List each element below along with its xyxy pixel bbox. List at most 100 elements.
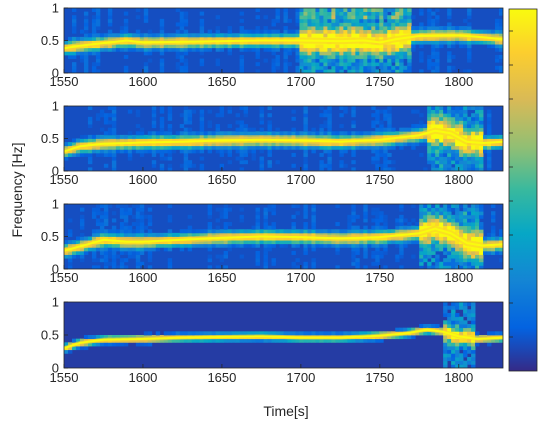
- heat-cell: [475, 120, 480, 125]
- heat-cell: [431, 65, 436, 70]
- heat-cell: [95, 229, 101, 234]
- heat-cell: [239, 44, 244, 49]
- heat-cell: [291, 47, 296, 52]
- heat-cell: [159, 163, 165, 168]
- heat-cell: [159, 127, 165, 132]
- heat-cell: [151, 36, 157, 41]
- heat-cell: [479, 40, 484, 45]
- heat-cell: [139, 342, 145, 347]
- heat-cell: [295, 145, 300, 150]
- heat-cell: [335, 44, 340, 49]
- heat-cell: [471, 302, 476, 307]
- x-axis-label: Time[s]: [263, 403, 308, 419]
- heat-cell: [95, 207, 101, 212]
- heat-cell: [363, 131, 368, 136]
- heat-cell: [307, 338, 312, 343]
- heat-cell: [115, 134, 121, 139]
- heat-cell: [199, 331, 205, 336]
- heat-cell: [479, 258, 484, 263]
- heat-cell: [163, 44, 169, 49]
- heat-cell: [347, 47, 352, 52]
- heat-cell: [371, 254, 376, 259]
- heat-cell: [91, 15, 97, 20]
- heat-cell: [251, 225, 256, 230]
- heat-cell: [279, 33, 284, 38]
- heat-cell: [387, 62, 392, 67]
- heat-cell: [443, 207, 448, 212]
- heat-cell: [375, 258, 380, 263]
- heat-cell: [387, 15, 392, 20]
- heat-cell: [147, 222, 153, 227]
- heat-cell: [227, 47, 233, 52]
- heat-cell: [151, 145, 157, 150]
- heat-cell: [475, 225, 480, 230]
- heat-cell: [187, 113, 193, 118]
- heat-cell: [419, 324, 424, 329]
- heat-cell: [375, 145, 380, 150]
- heat-cell: [87, 47, 93, 52]
- heat-cell: [319, 113, 324, 118]
- heat-cell: [111, 243, 117, 248]
- heat-cell: [455, 40, 460, 45]
- heat-cell: [431, 247, 436, 252]
- heat-cell: [343, 62, 348, 67]
- heat-cell: [191, 149, 197, 154]
- heat-cell: [259, 113, 264, 118]
- heat-cell: [107, 261, 113, 266]
- heat-cell: [319, 58, 324, 63]
- heat-cell: [107, 232, 113, 237]
- heat-cell: [331, 26, 336, 31]
- heat-cell: [427, 247, 432, 252]
- heat-cell: [291, 338, 296, 343]
- heat-cell: [183, 106, 189, 111]
- heat-cell: [443, 36, 448, 41]
- heat-cell: [103, 149, 109, 154]
- heat-cell: [271, 47, 276, 52]
- heat-cell: [107, 36, 113, 41]
- heat-cell: [403, 236, 408, 241]
- heat-cell: [403, 229, 408, 234]
- heat-cell: [227, 152, 233, 157]
- heat-cell: [95, 335, 101, 340]
- heat-cell: [327, 331, 332, 336]
- heat-cell: [423, 243, 428, 248]
- heat-cell: [399, 65, 404, 70]
- heat-cell: [431, 11, 436, 16]
- heat-cell: [319, 106, 324, 111]
- heat-cell: [263, 258, 268, 263]
- heat-cell: [411, 109, 416, 114]
- heat-cell: [455, 353, 460, 358]
- heat-cell: [471, 261, 476, 266]
- heat-cell: [343, 163, 348, 168]
- heat-cell: [347, 15, 352, 20]
- heat-cell: [403, 142, 408, 147]
- heat-cell: [143, 36, 149, 41]
- heat-cell: [327, 240, 332, 245]
- heat-cell: [123, 214, 129, 219]
- heat-cell: [335, 51, 340, 56]
- heat-cell: [459, 243, 464, 248]
- heat-cell: [343, 33, 348, 38]
- heat-cell: [155, 243, 161, 248]
- heat-cell: [495, 65, 500, 70]
- heat-cell: [75, 36, 81, 41]
- heat-cell: [64, 142, 69, 147]
- heat-cell: [435, 265, 440, 269]
- heat-cell: [379, 8, 384, 13]
- heat-cell: [155, 331, 161, 336]
- heat-cell: [159, 116, 165, 121]
- heat-cell: [263, 58, 268, 63]
- heat-cell: [307, 47, 312, 52]
- heat-cell: [91, 258, 97, 263]
- heat-cell: [143, 331, 149, 336]
- heat-cell: [375, 254, 380, 259]
- heat-cell: [287, 338, 292, 343]
- heat-cell: [427, 152, 432, 157]
- heat-cell: [455, 254, 460, 259]
- heat-cell: [291, 222, 296, 227]
- heat-cell: [475, 211, 480, 216]
- heat-cell: [95, 243, 101, 248]
- heat-cell: [439, 124, 444, 129]
- heat-cell: [471, 225, 476, 230]
